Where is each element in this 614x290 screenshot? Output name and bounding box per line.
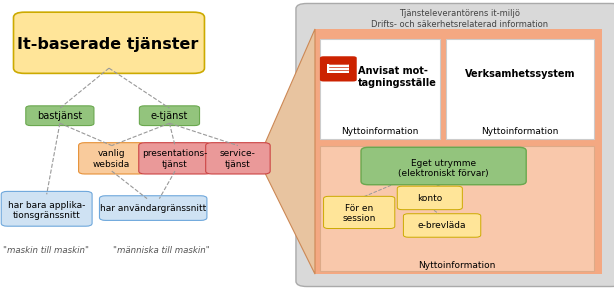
FancyBboxPatch shape bbox=[14, 12, 204, 73]
Text: Eget utrymme
(elektroniskt förvar): Eget utrymme (elektroniskt förvar) bbox=[398, 159, 489, 178]
Text: "maskin till maskin": "maskin till maskin" bbox=[3, 246, 89, 255]
Bar bbox=[315, 29, 602, 274]
Text: har bara applika-
tionsgränssnitt: har bara applika- tionsgränssnitt bbox=[8, 201, 85, 220]
Text: service-
tjänst: service- tjänst bbox=[220, 149, 255, 168]
FancyBboxPatch shape bbox=[79, 143, 145, 174]
Text: e-tjänst: e-tjänst bbox=[151, 111, 188, 121]
Text: Nyttoinformation: Nyttoinformation bbox=[341, 127, 418, 137]
Polygon shape bbox=[264, 29, 315, 274]
FancyBboxPatch shape bbox=[1, 191, 92, 226]
Text: För en
session: För en session bbox=[343, 204, 376, 223]
FancyBboxPatch shape bbox=[26, 106, 94, 126]
Text: It-baserade tjänster: It-baserade tjänster bbox=[17, 37, 198, 52]
Bar bbox=[320, 146, 594, 271]
Bar bbox=[334, 76, 343, 80]
Text: Tjänsteleverantörens it-miljö: Tjänsteleverantörens it-miljö bbox=[398, 8, 520, 18]
Text: Verksamhetssystem: Verksamhetssystem bbox=[465, 69, 575, 79]
Text: konto: konto bbox=[417, 193, 443, 203]
Text: Nyttoinformation: Nyttoinformation bbox=[481, 127, 559, 137]
FancyBboxPatch shape bbox=[99, 196, 207, 220]
Text: Drifts- och säkerhetsrelaterad information: Drifts- och säkerhetsrelaterad informati… bbox=[371, 20, 548, 29]
Text: har användargränssnitt: har användargränssnitt bbox=[99, 204, 206, 213]
FancyBboxPatch shape bbox=[361, 147, 526, 185]
Text: "människa till maskin": "människa till maskin" bbox=[113, 246, 210, 255]
FancyBboxPatch shape bbox=[397, 186, 462, 210]
Bar bbox=[327, 64, 349, 73]
Text: e-brevläda: e-brevläda bbox=[418, 221, 466, 230]
FancyBboxPatch shape bbox=[324, 196, 395, 229]
Text: bastjänst: bastjänst bbox=[37, 111, 82, 121]
FancyBboxPatch shape bbox=[139, 106, 200, 126]
Text: vanlig
websida: vanlig websida bbox=[93, 149, 130, 168]
Text: Anvisat mot-
tagningsställe: Anvisat mot- tagningsställe bbox=[358, 66, 437, 88]
FancyBboxPatch shape bbox=[403, 214, 481, 237]
Text: Nyttoinformation: Nyttoinformation bbox=[418, 261, 495, 271]
Bar bbox=[320, 39, 440, 139]
FancyBboxPatch shape bbox=[320, 56, 357, 81]
Bar bbox=[446, 39, 594, 139]
FancyBboxPatch shape bbox=[139, 143, 211, 174]
FancyBboxPatch shape bbox=[296, 3, 614, 287]
Text: presentations-
tjänst: presentations- tjänst bbox=[142, 149, 208, 168]
FancyBboxPatch shape bbox=[206, 143, 270, 174]
